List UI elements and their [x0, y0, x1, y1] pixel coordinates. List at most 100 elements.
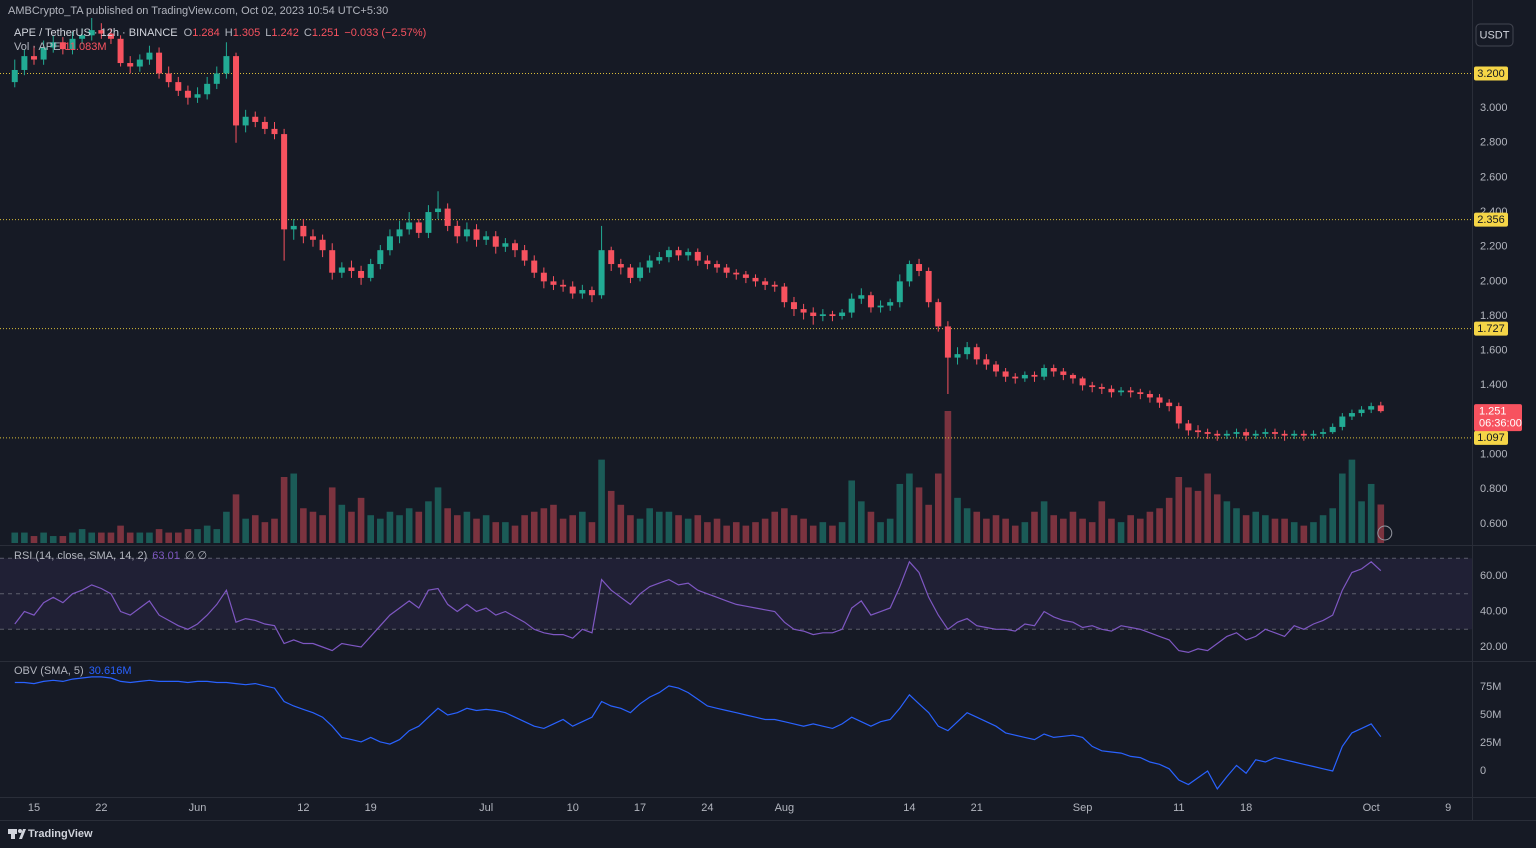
candle-body: [887, 302, 894, 306]
volume-bar: [550, 504, 557, 543]
candle-body: [1214, 433, 1221, 436]
ohlc-label: O: [184, 27, 193, 39]
countdown: 06:36:00: [1479, 418, 1522, 430]
indicator-line: [14, 676, 1382, 790]
candle-body: [752, 277, 759, 282]
candle-body: [916, 264, 923, 271]
volume-bar: [829, 525, 836, 543]
volume-bar: [328, 487, 336, 543]
volume-bar: [203, 525, 211, 543]
volume-bar: [665, 511, 673, 543]
candle-body: [598, 250, 605, 296]
candle-body: [810, 312, 817, 317]
volume-bar: [1271, 518, 1279, 543]
volume-bar: [521, 515, 528, 543]
volume-bar: [30, 536, 38, 543]
candle-body: [473, 229, 480, 240]
x-tick-label: Oct: [1363, 802, 1380, 814]
candle-body: [819, 314, 826, 317]
candle-body: [694, 251, 701, 261]
volume-bar: [444, 508, 451, 543]
volume-bar: [559, 518, 567, 543]
volume-bar: [781, 508, 788, 543]
candle-body: [1329, 426, 1336, 433]
candles: [11, 18, 1384, 441]
candle-body: [867, 295, 874, 308]
candle-body: [156, 52, 163, 74]
volume-bar: [723, 525, 730, 543]
candle-body: [377, 250, 384, 265]
candle-body: [1108, 388, 1115, 393]
candle-body: [1118, 390, 1125, 393]
volume-bar: [819, 522, 827, 543]
candle-body: [261, 121, 268, 129]
candle-body: [1069, 374, 1076, 379]
volume-bar: [1040, 501, 1048, 543]
volume-bar: [1290, 522, 1298, 543]
candle-body: [1271, 432, 1278, 434]
candle-body: [665, 250, 672, 258]
candle-body: [540, 272, 547, 282]
candle-body: [1098, 387, 1105, 389]
x-tick-label: 12: [297, 802, 309, 814]
volume-bar: [434, 487, 442, 543]
candle-body: [309, 236, 316, 240]
volume-bar: [88, 532, 96, 543]
candle-body: [1146, 393, 1153, 398]
level-tag: [1474, 430, 1508, 445]
volume-bar: [771, 511, 779, 543]
x-tick-label: Aug: [775, 802, 795, 814]
volume-bar: [1329, 508, 1336, 543]
volume-bar: [107, 532, 115, 543]
candle-body: [444, 208, 451, 226]
volume-bar: [1098, 501, 1106, 543]
volume-bar: [473, 518, 480, 543]
candle-body: [1204, 432, 1211, 434]
volume-bar: [934, 473, 942, 543]
volume-bar: [117, 525, 124, 543]
candle-body: [425, 212, 432, 233]
indicator-header: OBV (SMA, 5) 30.616M: [14, 665, 132, 677]
candle-body: [627, 267, 634, 278]
candle-body: [714, 264, 721, 268]
volume-bar: [1175, 477, 1183, 543]
candle-body: [829, 314, 836, 317]
volume-bar: [886, 518, 894, 543]
volume-bar: [146, 532, 153, 543]
x-tick-label: Sep: [1073, 802, 1093, 814]
volume-bar: [49, 536, 57, 543]
volume-bar: [425, 501, 432, 543]
candle-body: [781, 286, 788, 303]
volume-bar: [309, 511, 317, 543]
candle-body: [848, 298, 855, 313]
volume-bar: [1011, 525, 1019, 543]
volume-bar: [1146, 511, 1154, 543]
candle-body: [1300, 433, 1307, 436]
x-tick-label: 18: [1240, 802, 1252, 814]
volume-bar: [838, 522, 846, 543]
volume-bar: [40, 532, 47, 543]
candle-body: [608, 250, 615, 265]
volume-bar: [1358, 501, 1365, 543]
volume-bar: [1127, 515, 1134, 543]
volume-bar: [242, 518, 249, 543]
volume-bar: [21, 532, 28, 543]
volume-bar: [1367, 483, 1375, 543]
indicator-line: [14, 560, 1382, 654]
branding: TradingView: [28, 828, 93, 840]
volume-bar: [944, 411, 952, 543]
volume-bar: [1185, 487, 1192, 543]
volume-bar: [300, 508, 307, 543]
volume-bar: [1079, 518, 1086, 543]
candle-body: [175, 82, 182, 91]
candle-body: [1320, 432, 1327, 434]
candle-body: [877, 305, 884, 308]
currency-label[interactable]: USDT: [1480, 29, 1510, 41]
candle-body: [338, 267, 345, 273]
volume-bar: [656, 511, 663, 543]
candle-body: [242, 116, 249, 126]
candle-body: [107, 33, 114, 39]
volume-bar: [290, 473, 298, 543]
x-tick-label: 21: [971, 802, 983, 814]
currency-button[interactable]: [1475, 23, 1514, 47]
